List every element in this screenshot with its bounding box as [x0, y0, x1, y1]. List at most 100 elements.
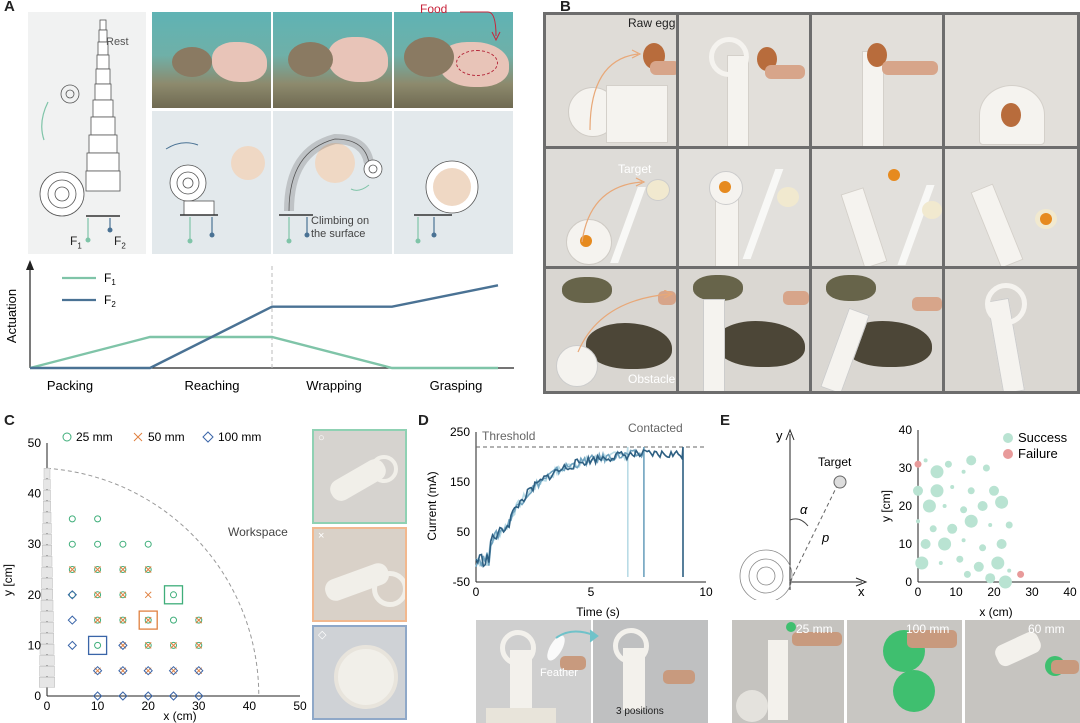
feather-arrow-icon: [555, 629, 599, 643]
egg-photo-2: [679, 15, 809, 146]
spiral-middle: [748, 558, 784, 594]
e-ytick: 20: [899, 499, 913, 513]
obstacle-photo-2: [679, 269, 809, 391]
e-success-point: [977, 501, 988, 511]
obstacle-photo-3: [812, 269, 942, 391]
e-success-point: [950, 485, 955, 489]
d-xtick: 0: [473, 585, 480, 599]
c-point-100mm: [118, 640, 128, 651]
c-point-50mm: [68, 566, 76, 573]
positions-label: 3 positions: [616, 706, 664, 717]
c-point-100mm: [143, 691, 153, 701]
legend-50mm-label: 50 mm: [148, 430, 185, 444]
e-photo-25mm: [732, 620, 844, 723]
e-xtick: 10: [949, 585, 963, 599]
e-success-point: [915, 556, 929, 570]
tentacle-segment: [42, 534, 52, 545]
c-ytick: 20: [28, 588, 42, 602]
e-photo-100mm: [847, 620, 962, 723]
schematic-target-label: Target: [818, 455, 852, 469]
c-ytick: 40: [28, 487, 42, 501]
e-xtick: 30: [1025, 585, 1039, 599]
target-trajectory-arrow-icon: [581, 177, 646, 243]
e-ytick: 10: [899, 537, 913, 551]
c-ytick: 30: [28, 537, 42, 551]
e-ylabel: y [cm]: [880, 490, 893, 522]
panel-a-rest-schematic: Rest F1 F2: [28, 12, 146, 254]
c-point-50mm: [144, 616, 152, 624]
schematic-x-label: x: [858, 584, 865, 599]
tentacle-segment: [41, 578, 53, 589]
e-success-point: [963, 570, 971, 578]
schematic-wrapping: Climbing on the surface: [273, 111, 392, 254]
e-success-point: [930, 484, 944, 498]
e-success-point: [964, 514, 978, 528]
tentacle-segment: [40, 622, 54, 633]
e-success-point: [973, 561, 984, 572]
d-xtick: 10: [699, 585, 713, 599]
c-point-25mm: [144, 540, 152, 548]
e-success-point: [979, 544, 987, 552]
c-point-100mm: [67, 615, 78, 625]
e-success-point: [985, 573, 996, 584]
rest-label: Rest: [106, 36, 129, 48]
e-ytick: 0: [905, 575, 912, 589]
obstacle-label: Obstacle: [628, 372, 676, 386]
obstacle-photo-1: [546, 269, 676, 391]
d-ytick: 150: [450, 475, 470, 489]
e-ytick: 30: [899, 461, 913, 475]
phase-label-reaching: Reaching: [185, 378, 240, 393]
legend-success-label: Success: [1018, 430, 1068, 445]
d-ytick: -50: [453, 575, 471, 589]
c-xtick: 20: [142, 699, 156, 713]
c-point-25mm: [94, 540, 102, 548]
e-photo-60mm: [965, 620, 1080, 723]
feather-photo-1: [476, 620, 591, 723]
e-success-point: [913, 485, 923, 496]
y-axis-arrow-icon: [26, 260, 34, 270]
c-point-25mm: [119, 616, 127, 624]
legend-25mm-label: 25 mm: [76, 430, 113, 444]
e-success-point: [1007, 568, 1012, 573]
e-success-point: [989, 485, 999, 496]
e-photo-label-2: 100 mm: [906, 622, 950, 636]
target-photo-2: [679, 149, 809, 266]
c-point-100mm: [168, 691, 179, 701]
spiral-outer: [739, 549, 793, 600]
c-ytick: 0: [34, 689, 41, 703]
e-xtick: 40: [1063, 585, 1077, 599]
c-point-100mm: [194, 665, 204, 676]
current-line-1: [475, 446, 629, 577]
legend-100mm-marker: [202, 431, 214, 443]
success-scatter-chart: 0 10 20 30 40 0 10 20 30 40 x (cm) y [cm] Success…: [880, 423, 1077, 619]
target-marker: [833, 475, 847, 489]
tentacle-rest-drawing: [39, 19, 121, 243]
c-point-100mm: [92, 665, 103, 676]
actuation-line-f2: [30, 284, 499, 370]
e-failure-point: [1017, 570, 1025, 578]
d-xlabel: Time (s): [576, 605, 620, 619]
c-point-50mm: [144, 566, 152, 573]
e-xtick: 0: [915, 585, 922, 599]
tentacle-segment: [43, 501, 51, 512]
food-label: Food: [420, 2, 448, 16]
egg-photo-1: [546, 15, 676, 146]
actuation-ylabel: Actuation: [4, 289, 19, 343]
c-point-25mm: [94, 566, 102, 573]
e-xtick: 20: [987, 585, 1001, 599]
panel-label-a: A: [4, 0, 15, 15]
contacted-label: Contacted: [628, 421, 683, 435]
panel-label-b: B: [560, 0, 571, 15]
tentacle-segment: [41, 556, 53, 567]
c-xtick: 40: [243, 699, 257, 713]
c-point-25mm: [119, 591, 127, 599]
c-ytick: 10: [28, 638, 42, 652]
c-point-50mm: [170, 642, 177, 649]
e-success-point: [947, 523, 958, 534]
octopus-photo-1: [152, 12, 271, 108]
e-success-point: [938, 537, 952, 551]
tentacle-segment: [39, 655, 55, 666]
tentacle-segment: [39, 677, 55, 688]
c-point-50mm: [195, 616, 203, 624]
e-success-point: [982, 464, 990, 472]
